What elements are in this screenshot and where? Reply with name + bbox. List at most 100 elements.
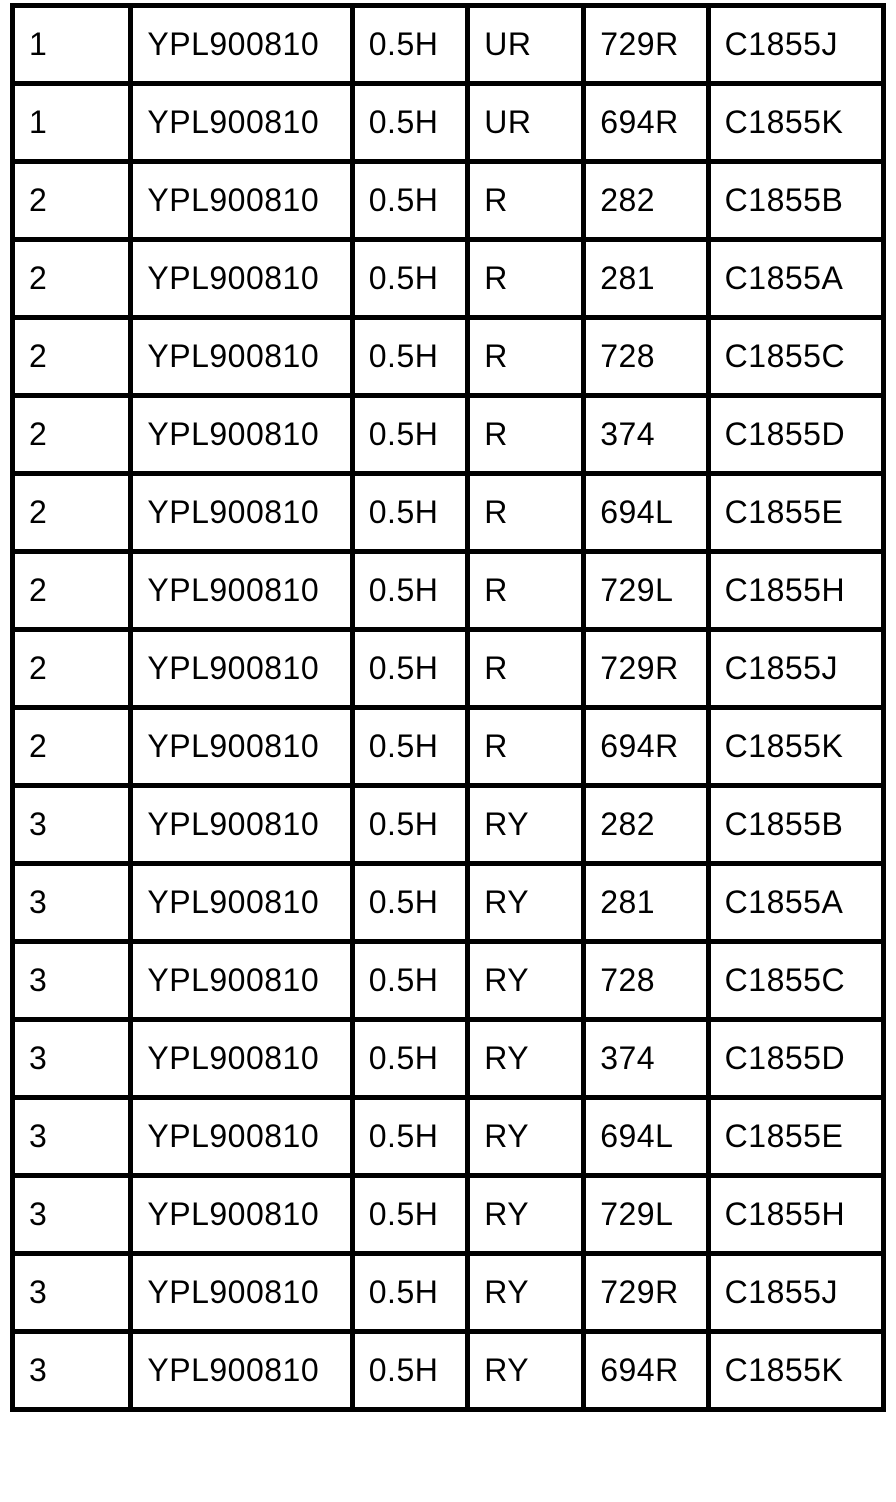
table-cell: 2 bbox=[9, 627, 134, 710]
table-cell: C1855A bbox=[705, 237, 887, 320]
table-cell: 2 bbox=[9, 549, 134, 632]
table-cell: 0.5H bbox=[349, 549, 471, 632]
table-cell: C1855D bbox=[705, 393, 887, 476]
table-cell: 694R bbox=[581, 1329, 711, 1412]
table-row: 2 YPL900810 0.5H R 729R C1855J bbox=[9, 627, 887, 710]
table-cell: 281 bbox=[581, 237, 711, 320]
table-cell: R bbox=[465, 471, 587, 554]
table-cell: 729R bbox=[581, 1251, 711, 1334]
table-row: 3 YPL900810 0.5H RY 694L C1855E bbox=[9, 1095, 887, 1178]
table-cell: 3 bbox=[9, 1095, 134, 1178]
table-cell: R bbox=[465, 627, 587, 710]
table-row: 3 YPL900810 0.5H RY 728 C1855C bbox=[9, 939, 887, 1022]
table-cell: YPL900810 bbox=[128, 705, 355, 788]
table-cell: R bbox=[465, 159, 587, 242]
table-cell: YPL900810 bbox=[128, 861, 355, 944]
table-body: 1 YPL900810 0.5H UR 729R C1855J 1 YPL900810 0.5H… bbox=[9, 3, 887, 1412]
table-cell: 3 bbox=[9, 861, 134, 944]
table-cell: YPL900810 bbox=[128, 471, 355, 554]
table-cell: 0.5H bbox=[349, 1251, 471, 1334]
table-cell: C1855K bbox=[705, 81, 887, 164]
document-page: 1 YPL900810 0.5H UR 729R C1855J 1 YPL900810 0.5H… bbox=[0, 3, 896, 1502]
table-cell: YPL900810 bbox=[128, 939, 355, 1022]
table-cell: 282 bbox=[581, 159, 711, 242]
table-cell: 0.5H bbox=[349, 783, 471, 866]
table-row: 1 YPL900810 0.5H UR 694R C1855K bbox=[9, 81, 887, 164]
table-cell: YPL900810 bbox=[128, 81, 355, 164]
table-cell: YPL900810 bbox=[128, 1251, 355, 1334]
table-cell: RY bbox=[465, 1251, 587, 1334]
table-cell: 694R bbox=[581, 81, 711, 164]
table-cell: 3 bbox=[9, 1251, 134, 1334]
table-cell: 3 bbox=[9, 1017, 134, 1100]
table-cell: C1855K bbox=[705, 1329, 887, 1412]
table-cell: RY bbox=[465, 1095, 587, 1178]
table-cell: 729L bbox=[581, 549, 711, 632]
table-cell: 729L bbox=[581, 1173, 711, 1256]
table-cell: 694L bbox=[581, 1095, 711, 1178]
table-cell: 3 bbox=[9, 1173, 134, 1256]
table-cell: RY bbox=[465, 1017, 587, 1100]
table-cell: YPL900810 bbox=[128, 627, 355, 710]
table-cell: 694L bbox=[581, 471, 711, 554]
table-cell: 728 bbox=[581, 939, 711, 1022]
table-cell: C1855E bbox=[705, 471, 887, 554]
table-cell: YPL900810 bbox=[128, 3, 355, 86]
table-cell: RY bbox=[465, 1329, 587, 1412]
table-cell: UR bbox=[465, 3, 587, 86]
table-cell: 0.5H bbox=[349, 1173, 471, 1256]
table-cell: RY bbox=[465, 1173, 587, 1256]
data-table: 1 YPL900810 0.5H UR 729R C1855J 1 YPL900810 0.5H… bbox=[9, 3, 887, 1412]
table-cell: YPL900810 bbox=[128, 1329, 355, 1412]
table-cell: R bbox=[465, 393, 587, 476]
table-cell: C1855J bbox=[705, 3, 887, 86]
table-cell: C1855C bbox=[705, 315, 887, 398]
table-cell: C1855H bbox=[705, 1173, 887, 1256]
table-cell: 0.5H bbox=[349, 393, 471, 476]
table-cell: 729R bbox=[581, 3, 711, 86]
table-cell: 0.5H bbox=[349, 1329, 471, 1412]
table-cell: 282 bbox=[581, 783, 711, 866]
table-row: 2 YPL900810 0.5H R 374 C1855D bbox=[9, 393, 887, 476]
table-cell: R bbox=[465, 549, 587, 632]
table-cell: 0.5H bbox=[349, 861, 471, 944]
table-row: 2 YPL900810 0.5H R 281 C1855A bbox=[9, 237, 887, 320]
table-cell: 0.5H bbox=[349, 939, 471, 1022]
table-cell: YPL900810 bbox=[128, 315, 355, 398]
table-cell: C1855H bbox=[705, 549, 887, 632]
table-cell: C1855J bbox=[705, 627, 887, 710]
table-cell: 0.5H bbox=[349, 705, 471, 788]
table-cell: 3 bbox=[9, 783, 134, 866]
table-cell: C1855B bbox=[705, 159, 887, 242]
table-row: 3 YPL900810 0.5H RY 729L C1855H bbox=[9, 1173, 887, 1256]
table-cell: YPL900810 bbox=[128, 393, 355, 476]
table-cell: 694R bbox=[581, 705, 711, 788]
table-cell: 3 bbox=[9, 939, 134, 1022]
table-cell: RY bbox=[465, 861, 587, 944]
table-cell: 0.5H bbox=[349, 237, 471, 320]
table-cell: RY bbox=[465, 939, 587, 1022]
table-cell: 728 bbox=[581, 315, 711, 398]
table-cell: 1 bbox=[9, 81, 134, 164]
table-cell: R bbox=[465, 237, 587, 320]
table-cell: C1855E bbox=[705, 1095, 887, 1178]
table-row: 3 YPL900810 0.5H RY 281 C1855A bbox=[9, 861, 887, 944]
table-cell: 374 bbox=[581, 393, 711, 476]
table-cell: C1855J bbox=[705, 1251, 887, 1334]
table-cell: 3 bbox=[9, 1329, 134, 1412]
table-cell: YPL900810 bbox=[128, 159, 355, 242]
table-cell: 1 bbox=[9, 3, 134, 86]
table-cell: 729R bbox=[581, 627, 711, 710]
table-cell: 374 bbox=[581, 1017, 711, 1100]
table-cell: C1855K bbox=[705, 705, 887, 788]
table-cell: 2 bbox=[9, 237, 134, 320]
table-row: 2 YPL900810 0.5H R 694L C1855E bbox=[9, 471, 887, 554]
table-cell: 0.5H bbox=[349, 471, 471, 554]
table-cell: 2 bbox=[9, 471, 134, 554]
table-cell: 0.5H bbox=[349, 159, 471, 242]
table-row: 2 YPL900810 0.5H R 694R C1855K bbox=[9, 705, 887, 788]
table-cell: UR bbox=[465, 81, 587, 164]
table-row: 3 YPL900810 0.5H RY 374 C1855D bbox=[9, 1017, 887, 1100]
table-row: 2 YPL900810 0.5H R 729L C1855H bbox=[9, 549, 887, 632]
table-cell: C1855B bbox=[705, 783, 887, 866]
